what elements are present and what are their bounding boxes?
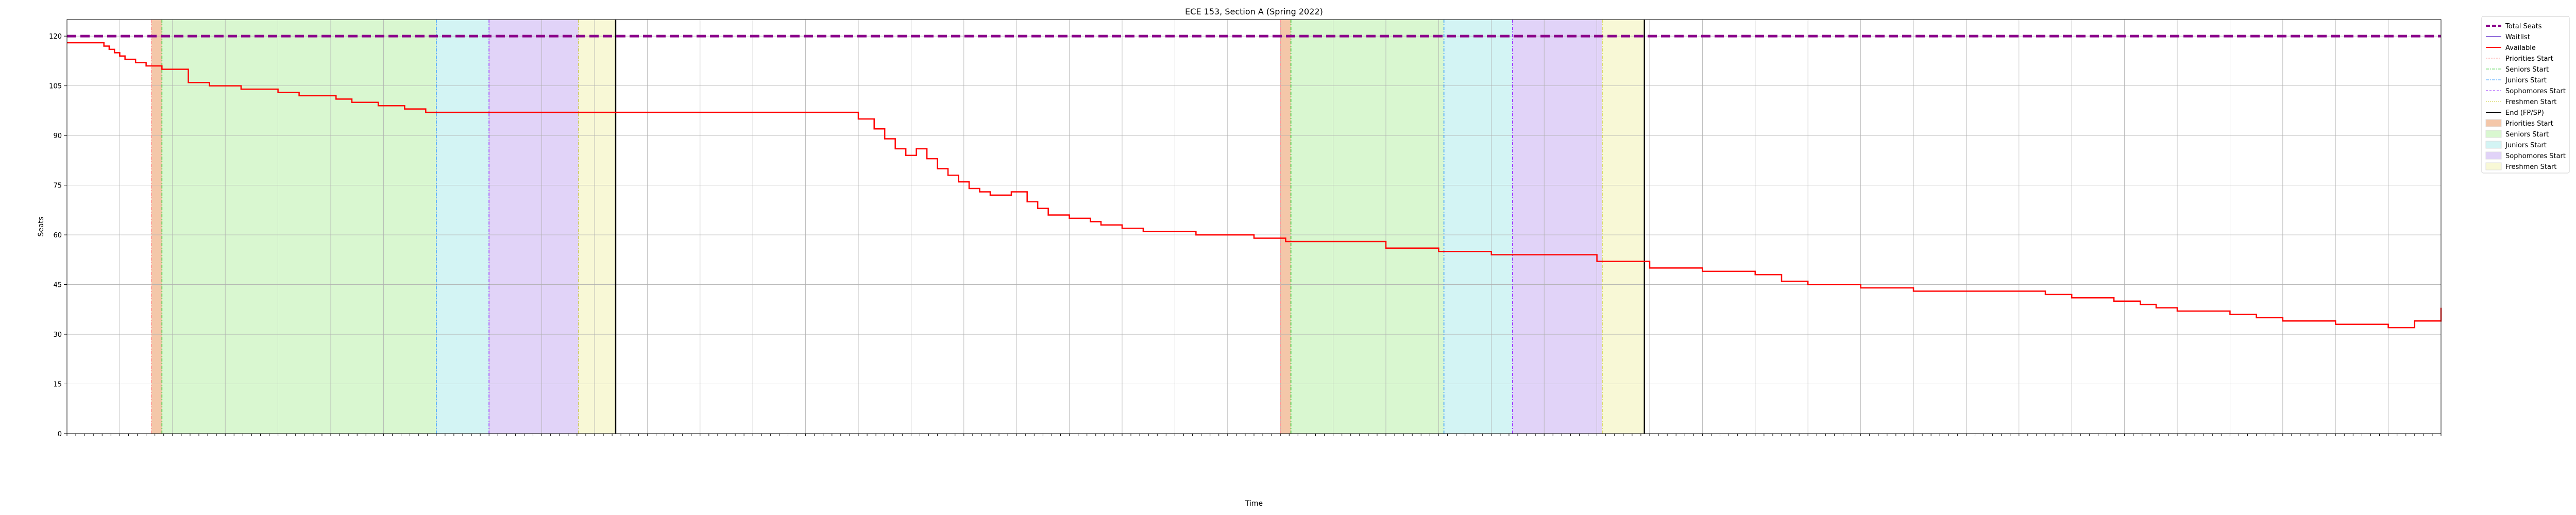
y-axis-label: Seats	[37, 217, 45, 237]
y-tick-label: 30	[53, 331, 62, 339]
legend: Total Seats Waitlist Available Priorities S…	[2481, 16, 2570, 174]
legend-entry-label: Available	[2505, 44, 2536, 52]
legend-entry-label: Freshmen Start	[2505, 98, 2556, 106]
y-tick-label: 60	[53, 232, 62, 239]
band-juniors-start-1	[436, 20, 489, 434]
legend-swatch	[2485, 162, 2502, 170]
y-tick-label: 120	[49, 33, 62, 41]
legend-entry-label: Seniors Start	[2505, 66, 2549, 74]
band-seniors-start-1	[162, 20, 436, 434]
legend-entry-label: End (FP/SP)	[2505, 109, 2544, 117]
band-sophomores-start-2	[1512, 20, 1602, 434]
y-tick-label: 15	[53, 381, 62, 389]
y-tick-label: 0	[58, 431, 62, 438]
legend-swatch	[2485, 141, 2502, 149]
legend-entry-label: Sophomores Start	[2505, 152, 2566, 160]
legend-swatch	[2485, 151, 2502, 160]
series-layer	[67, 35, 2442, 329]
y-tick-label: 105	[49, 83, 62, 91]
legend-swatch	[2485, 119, 2502, 127]
x-axis-label: Time	[1245, 500, 1263, 508]
band-sophomores-start-1	[489, 20, 579, 434]
legend-entry-label: Total Seats	[2505, 23, 2542, 30]
legend-entry-label: Freshmen Start	[2505, 163, 2556, 171]
legend-entry-label: Seniors Start	[2505, 131, 2549, 139]
band-freshmen-start-1	[579, 20, 616, 434]
series-available	[67, 42, 2442, 329]
period-marker-lines	[151, 20, 1646, 434]
legend-entry-label: Waitlist	[2505, 33, 2530, 41]
chart-title: ECE 153, Section A (Spring 2022)	[1185, 7, 1323, 16]
legend-box	[2481, 16, 2570, 174]
legend-entry-label: Priorities Start	[2505, 120, 2553, 128]
legend-entry-label: Juniors Start	[2505, 142, 2547, 149]
band-juniors-start-2	[1444, 20, 1513, 434]
y-tick-label: 75	[53, 182, 62, 190]
legend-entry-label: Juniors Start	[2505, 77, 2547, 84]
band-freshmen-start-2	[1602, 20, 1645, 434]
y-tick-label: 45	[53, 282, 62, 289]
x-axis	[66, 434, 2442, 436]
band-priorities-start-1	[151, 20, 162, 434]
y-axis: 0 15 30 45 60 75 90 105 120	[49, 33, 67, 438]
legend-entry-label: Sophomores Start	[2505, 88, 2566, 95]
band-seniors-start-2	[1291, 20, 1444, 434]
legend-entry-label: Priorities Start	[2505, 55, 2553, 63]
y-tick-label: 90	[53, 132, 62, 140]
legend-swatch	[2485, 130, 2502, 138]
enrollment-period-bands	[151, 20, 1645, 434]
band-priorities-start-2	[1280, 20, 1291, 434]
